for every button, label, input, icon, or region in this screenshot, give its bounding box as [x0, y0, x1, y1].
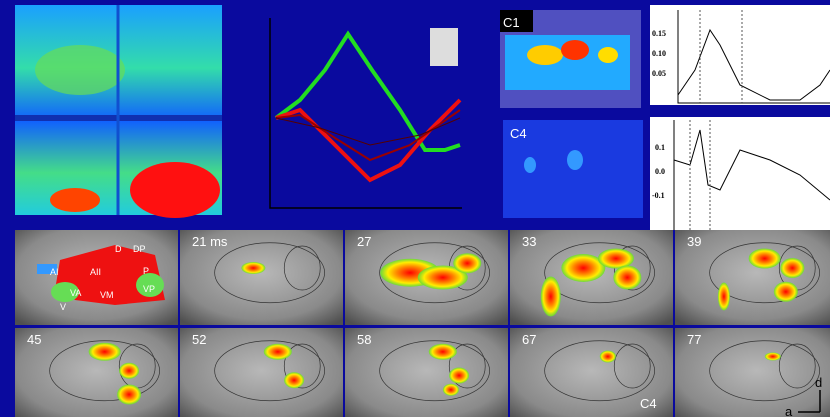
activation	[241, 262, 265, 274]
activation	[541, 277, 561, 317]
activation	[429, 344, 457, 360]
activation	[449, 368, 469, 384]
activation	[749, 249, 781, 269]
activation	[774, 282, 798, 302]
activation	[284, 372, 304, 388]
region-label: AII	[90, 267, 101, 277]
tick-label: 0.15	[652, 29, 666, 38]
figure: C1 C4 0.15 0.10 0.05 0.1 0.0 -0.1 D DP AI A…	[0, 0, 830, 417]
activation	[119, 363, 139, 379]
activation	[264, 344, 292, 360]
activation	[443, 384, 459, 396]
corner-label: C4	[640, 396, 657, 411]
activation	[117, 385, 141, 405]
activation	[89, 343, 121, 361]
line-plot	[270, 18, 462, 208]
frame-grid: D DP AI AII P VA VM VP V 21 ms 27 33 39 45 52 58 67 77 C4 d…	[15, 230, 830, 417]
frame-label: 52	[192, 332, 206, 347]
tick-label: -0.1	[652, 191, 665, 200]
region-label: AI	[50, 267, 59, 277]
trace-plots: 0.15 0.10 0.05 0.1 0.0 -0.1	[650, 5, 830, 230]
panel-label: C1	[503, 15, 520, 30]
region-label: V	[60, 302, 66, 312]
tick-label: 0.05	[652, 69, 666, 78]
tick-label: 0.1	[655, 143, 665, 152]
region-label: VM	[100, 290, 114, 300]
frame-label: 58	[357, 332, 371, 347]
heatmap	[15, 5, 222, 218]
frame-label: 27	[357, 234, 371, 249]
activation	[613, 266, 641, 290]
activation	[453, 253, 481, 273]
region-label: DP	[133, 244, 146, 254]
frame-label: 39	[687, 234, 701, 249]
orientation-label: d	[815, 375, 822, 390]
frame-label: 21 ms	[192, 234, 228, 249]
panel-label: C4	[510, 126, 527, 141]
frame-label: 33	[522, 234, 536, 249]
frame-label: 77	[687, 332, 701, 347]
tick-label: 0.10	[652, 49, 666, 58]
region-label: VA	[70, 288, 81, 298]
frame-label: 45	[27, 332, 41, 347]
activation	[780, 258, 804, 278]
region-label: VP	[143, 284, 155, 294]
activation	[718, 283, 730, 311]
region-label: D	[115, 244, 122, 254]
region-label: P	[143, 266, 149, 276]
tick-label: 0.0	[655, 167, 665, 176]
frame-label: 67	[522, 332, 536, 347]
activation	[765, 353, 781, 361]
activation	[600, 351, 616, 363]
orientation-label: a	[785, 404, 793, 417]
activation-panels: C1 C4	[500, 10, 643, 218]
activation	[598, 249, 634, 269]
